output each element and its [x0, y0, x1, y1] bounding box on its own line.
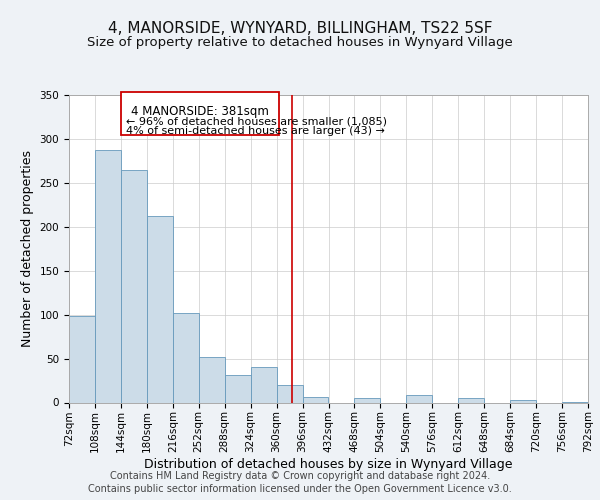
Text: 4 MANORSIDE: 381sqm: 4 MANORSIDE: 381sqm: [131, 105, 269, 118]
Y-axis label: Number of detached properties: Number of detached properties: [21, 150, 34, 347]
Bar: [95, 150, 121, 402]
Text: 4, MANORSIDE, WYNYARD, BILLINGHAM, TS22 5SF: 4, MANORSIDE, WYNYARD, BILLINGHAM, TS22 …: [108, 21, 492, 36]
Text: Size of property relative to detached houses in Wynyard Village: Size of property relative to detached ho…: [87, 36, 513, 49]
Bar: [121, 170, 147, 402]
Bar: [251, 368, 277, 402]
Bar: [510, 400, 536, 402]
Text: Contains public sector information licensed under the Open Government Licence v3: Contains public sector information licen…: [88, 484, 512, 494]
Bar: [277, 385, 302, 402]
Text: 4% of semi-detached houses are larger (43) →: 4% of semi-detached houses are larger (4…: [126, 126, 385, 136]
Bar: [199, 357, 224, 403]
Bar: [355, 398, 380, 402]
Bar: [69, 316, 95, 402]
Bar: [458, 398, 484, 402]
Bar: [147, 216, 173, 402]
Bar: [406, 396, 432, 402]
Bar: [224, 376, 251, 402]
Text: ← 96% of detached houses are smaller (1,085): ← 96% of detached houses are smaller (1,…: [126, 116, 387, 126]
Text: Contains HM Land Registry data © Crown copyright and database right 2024.: Contains HM Land Registry data © Crown c…: [110, 471, 490, 481]
Bar: [173, 313, 199, 402]
Bar: [302, 397, 329, 402]
X-axis label: Distribution of detached houses by size in Wynyard Village: Distribution of detached houses by size …: [144, 458, 513, 471]
